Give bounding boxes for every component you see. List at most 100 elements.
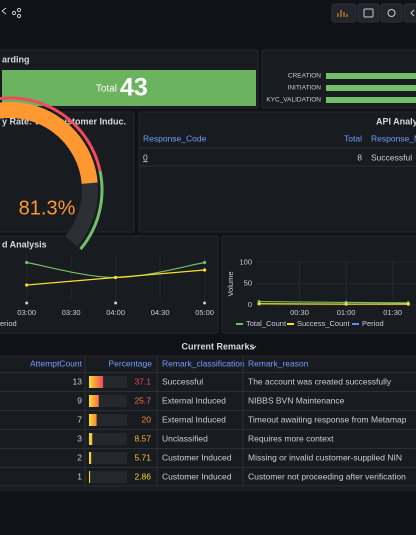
bar	[326, 73, 416, 79]
row-chevron[interactable]	[250, 345, 257, 350]
gauge-track	[64, 182, 98, 247]
back-button[interactable]	[403, 3, 416, 23]
y-tick-label: 100	[239, 257, 252, 266]
column-header[interactable]: Remark_reason	[248, 358, 309, 368]
share-icon[interactable]	[11, 7, 22, 19]
bar-track	[89, 414, 127, 426]
x-tick-label: 00:30	[290, 308, 309, 317]
threshold-ring	[79, 170, 104, 251]
threshold-ring	[0, 96, 102, 172]
table-cell: Requires more context	[248, 433, 334, 443]
table-cell: Missing or invalid customer-supplied NIN	[248, 452, 402, 462]
settings-button[interactable]	[380, 3, 403, 23]
table-cell: The account was created successfully	[248, 376, 392, 386]
legend-label: eriod	[0, 319, 17, 328]
point	[202, 268, 207, 272]
column-header[interactable]: Remark_classification	[162, 358, 245, 368]
gauge-value-label: 81.3%	[19, 197, 76, 219]
table-cell: Unclassified	[162, 433, 208, 443]
x-tick-label: 04:30	[151, 308, 170, 317]
bar	[89, 376, 104, 388]
table-cell: Successful	[371, 152, 412, 162]
table-cell: Customer Induced	[162, 452, 232, 462]
table-cell: Customer not proceeding after verificati…	[248, 471, 406, 481]
stat-background	[2, 70, 256, 106]
table-cell: 13	[73, 376, 83, 386]
point	[25, 260, 29, 265]
period-marker	[114, 301, 118, 305]
point	[25, 283, 29, 287]
column-header[interactable]: AttemptCount	[30, 358, 83, 368]
column-header[interactable]: Response_Code	[143, 133, 207, 143]
y-tick-label: 0	[248, 300, 252, 309]
table-cell[interactable]: 0	[143, 152, 148, 162]
point	[406, 302, 410, 306]
table-cell: NIBBS BVN Maintenance	[248, 395, 345, 405]
legend-label[interactable]: Total_Count	[246, 319, 287, 328]
table-cell: 3	[77, 433, 82, 443]
panel-title: d Analysis	[2, 239, 47, 249]
bar	[89, 471, 91, 483]
x-tick-label: 04:00	[106, 308, 125, 317]
bar	[89, 452, 92, 464]
table-cell: 8	[357, 152, 362, 162]
x-tick-label: 01:00	[337, 308, 356, 317]
period-marker	[25, 301, 29, 305]
bar	[89, 414, 97, 426]
table-cell: Timeout awaiting response from Metamap	[248, 414, 407, 424]
chevron-icon[interactable]	[1, 7, 7, 15]
table-cell: 8.57	[134, 433, 151, 443]
bar-track	[89, 433, 127, 445]
bar-label: KYC_VALIDATION	[266, 97, 321, 104]
table-cell: External Induced	[162, 414, 226, 424]
save-button[interactable]	[357, 3, 380, 23]
bar	[89, 433, 93, 445]
settings-icon	[387, 9, 396, 17]
x-tick-label: 03:30	[62, 308, 81, 317]
column-header[interactable]: Total	[344, 133, 362, 143]
axis-label: Volume	[226, 271, 235, 296]
table-cell: External Induced	[162, 395, 226, 405]
stat-label: Total	[96, 84, 117, 95]
table-cell: 20	[142, 414, 152, 424]
point	[202, 260, 207, 265]
bar	[326, 85, 416, 91]
bar-label: CREATION	[288, 73, 321, 80]
period-marker	[203, 301, 207, 305]
back-icon	[410, 9, 415, 17]
stat-value: 43	[120, 74, 148, 102]
table-cell: 25.7	[134, 395, 151, 405]
bar-track	[89, 452, 127, 464]
row-title[interactable]: Current Remarks	[181, 341, 254, 351]
save-icon	[363, 8, 374, 18]
legend-label[interactable]: Period	[362, 319, 384, 328]
bar	[326, 97, 416, 103]
table-cell: Successful	[162, 376, 203, 386]
table-cell: 7	[77, 414, 82, 424]
panel	[138, 111, 416, 233]
point	[344, 302, 348, 306]
panel	[221, 235, 416, 334]
column-header[interactable]: Response_M	[371, 133, 416, 143]
toolbar	[1, 3, 416, 23]
panel	[0, 235, 219, 334]
table-cell: 9	[77, 395, 82, 405]
table-cell: 2.86	[134, 471, 151, 481]
legend-label[interactable]: Success_Count	[297, 319, 350, 328]
table-cell: 5.71	[134, 452, 151, 462]
bar	[89, 395, 99, 407]
table-cell: 2	[77, 452, 82, 462]
panel-title: arding	[2, 54, 30, 64]
bar-label: INITIATION	[288, 85, 322, 92]
panel-title: API Analytic	[376, 116, 416, 126]
bar-track	[89, 471, 127, 483]
table-cell: 1	[77, 471, 82, 481]
point	[114, 275, 118, 280]
table-cell: Customer Induced	[162, 471, 232, 481]
x-tick-label: 05:00	[195, 308, 214, 317]
x-tick-label: 01:30	[383, 308, 402, 317]
column-header[interactable]: Percentage	[109, 358, 153, 368]
add-panel-icon	[337, 10, 348, 17]
gauge-value	[0, 102, 98, 184]
